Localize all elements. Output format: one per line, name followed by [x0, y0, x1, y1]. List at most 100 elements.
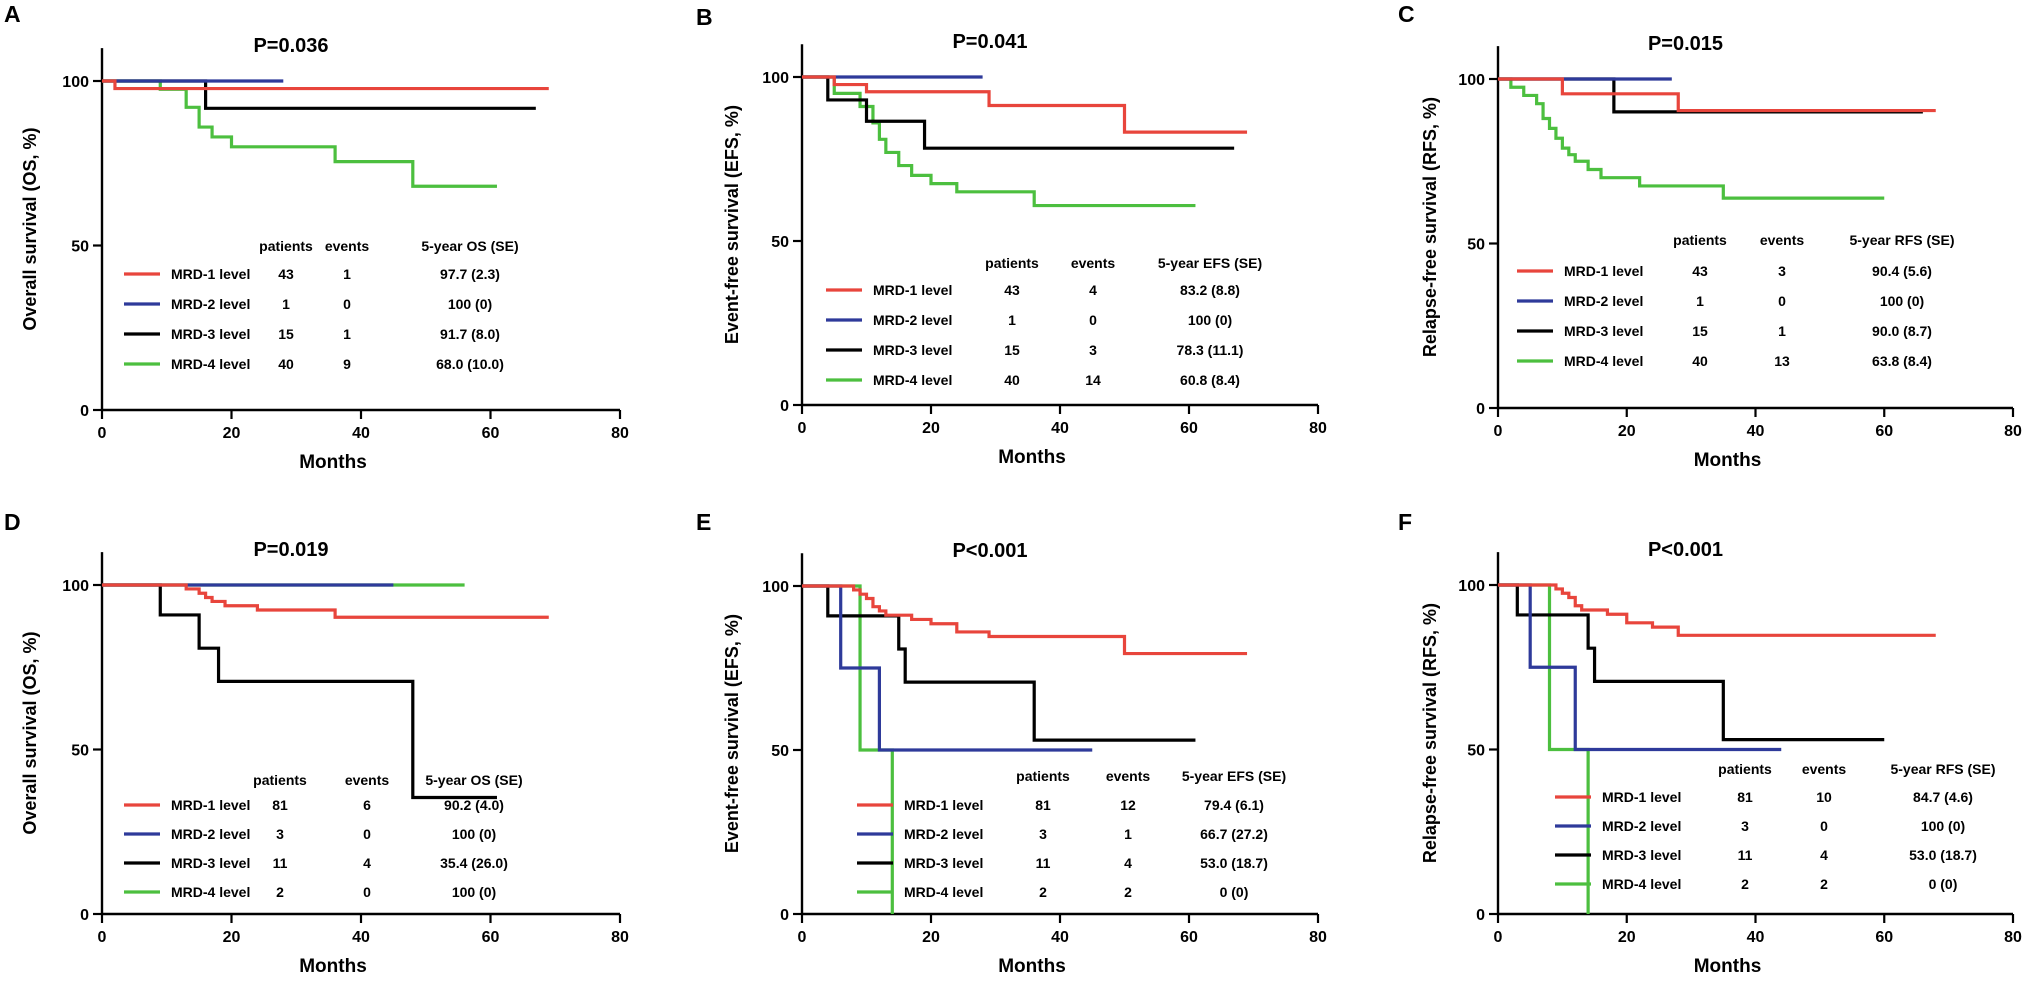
- legend-events: 4: [1089, 282, 1097, 298]
- legend-label: MRD-3 level: [1602, 847, 1681, 863]
- legend-header-patients: patients: [1673, 232, 1727, 248]
- legend-label: MRD-3 level: [1564, 323, 1643, 339]
- legend-label: MRD-1 level: [171, 797, 250, 813]
- x-tick-label: 60: [482, 929, 500, 946]
- x-tick-label: 20: [223, 929, 241, 946]
- y-tick-label: 50: [71, 239, 89, 256]
- x-tick-label: 80: [1309, 420, 1327, 437]
- legend-header-metric: 5-year OS (SE): [425, 772, 522, 788]
- y-tick-label: 100: [1458, 578, 1485, 595]
- curve-mrd-3: [1498, 583, 1885, 742]
- legend-metric: 100 (0): [1880, 293, 1924, 309]
- y-tick-label: 50: [771, 234, 789, 251]
- legend-events: 0: [1778, 293, 1786, 309]
- legend-events: 0: [1820, 818, 1828, 834]
- legend-header-patients: patients: [259, 238, 313, 254]
- x-tick-label: 0: [98, 929, 107, 946]
- legend-patients: 81: [272, 797, 288, 813]
- x-tick-label: 80: [611, 929, 629, 946]
- legend-events: 0: [1089, 312, 1097, 328]
- legend-header-metric: 5-year OS (SE): [421, 238, 518, 254]
- y-axis-label: Event-free survival (EFS, %): [722, 105, 742, 344]
- legend-metric: 63.8 (8.4): [1872, 353, 1932, 369]
- x-tick-label: 20: [922, 420, 940, 437]
- x-tick-label: 0: [1494, 423, 1503, 440]
- legend-label: MRD-2 level: [171, 826, 250, 842]
- y-tick-label: 50: [71, 743, 89, 760]
- curve-mrd-3: [802, 75, 1235, 150]
- x-tick-label: 80: [2004, 423, 2022, 440]
- panel-letter: E: [696, 509, 711, 535]
- legend-metric: 68.0 (10.0): [436, 356, 504, 372]
- legend-events: 3: [1089, 342, 1097, 358]
- legend-header-metric: 5-year RFS (SE): [1890, 761, 1995, 777]
- legend-label: MRD-3 level: [904, 855, 983, 871]
- legend-metric: 53.0 (18.7): [1909, 847, 1977, 863]
- legend-label: MRD-2 level: [904, 826, 983, 842]
- x-tick-label: 40: [1747, 423, 1765, 440]
- legend-header-events: events: [1106, 768, 1151, 784]
- curve-mrd-1: [102, 583, 549, 619]
- legend-events: 0: [363, 826, 371, 842]
- legend-patients: 3: [1741, 818, 1749, 834]
- panel-letter: F: [1398, 509, 1412, 535]
- curve-mrd-1: [102, 79, 549, 91]
- legend-metric: 90.0 (8.7): [1872, 323, 1932, 339]
- legend-metric: 83.2 (8.8): [1180, 282, 1240, 298]
- legend-patients: 15: [1692, 323, 1708, 339]
- p-value: P<0.001: [1648, 539, 1723, 561]
- legend-label: MRD-4 level: [1602, 876, 1681, 892]
- legend-label: MRD-3 level: [171, 326, 250, 342]
- y-tick-label: 50: [771, 743, 789, 760]
- legend-header-events: events: [1760, 232, 1805, 248]
- legend-metric: 100 (0): [448, 296, 492, 312]
- x-axis-label: Months: [1694, 956, 1762, 977]
- legend-patients: 43: [1692, 263, 1708, 279]
- legend-metric: 0 (0): [1929, 876, 1958, 892]
- panel-c: C P=0.015 0 50 100 0 20 40 60 80 Months Relapse-fre…: [1398, 1, 2022, 471]
- y-tick-label: 0: [780, 907, 789, 924]
- x-tick-label: 0: [798, 929, 807, 946]
- legend-header-events: events: [345, 772, 390, 788]
- legend-label: MRD-2 level: [171, 296, 250, 312]
- x-tick-label: 60: [1180, 420, 1198, 437]
- legend-events: 6: [363, 797, 371, 813]
- legend-events: 4: [1820, 847, 1828, 863]
- curve-mrd-2: [802, 584, 1093, 752]
- curve-mrd-1: [1498, 583, 1936, 637]
- legend-label: MRD-1 level: [904, 797, 983, 813]
- p-value: P=0.019: [253, 539, 328, 561]
- legend-patients: 2: [276, 884, 284, 900]
- legend-events: 4: [363, 855, 371, 871]
- legend-metric: 90.2 (4.0): [444, 797, 504, 813]
- x-tick-label: 20: [922, 929, 940, 946]
- legend-events: 9: [343, 356, 351, 372]
- x-axis-label: Months: [998, 447, 1066, 468]
- legend-metric: 84.7 (4.6): [1913, 789, 1973, 805]
- legend-header-metric: 5-year EFS (SE): [1182, 768, 1286, 784]
- y-tick-label: 50: [1467, 743, 1485, 760]
- legend-label: MRD-1 level: [1564, 263, 1643, 279]
- x-tick-label: 80: [611, 425, 629, 442]
- legend-patients: 15: [1004, 342, 1020, 358]
- legend-metric: 79.4 (6.1): [1204, 797, 1264, 813]
- x-axis-label: Months: [299, 452, 367, 473]
- legend-events: 13: [1774, 353, 1790, 369]
- y-axis-label: Relapse-free survival (RFS, %): [1420, 97, 1440, 357]
- legend-events: 12: [1120, 797, 1136, 813]
- legend-metric: 0 (0): [1220, 884, 1249, 900]
- x-tick-label: 0: [98, 425, 107, 442]
- legend-label: MRD-1 level: [873, 282, 952, 298]
- x-tick-label: 40: [1747, 929, 1765, 946]
- x-tick-label: 20: [1618, 423, 1636, 440]
- legend-patients: 2: [1741, 876, 1749, 892]
- legend-patients: 40: [1004, 372, 1020, 388]
- curve-mrd-1: [1498, 77, 1936, 113]
- panel-a: A P=0.036 0 50 100 0 20 40 60 80 Months Overall sur…: [4, 1, 629, 473]
- legend-metric: 35.4 (26.0): [440, 855, 508, 871]
- x-tick-label: 0: [1494, 929, 1503, 946]
- legend-header-patients: patients: [985, 255, 1039, 271]
- y-tick-label: 0: [80, 403, 89, 420]
- panel-letter: A: [4, 1, 21, 27]
